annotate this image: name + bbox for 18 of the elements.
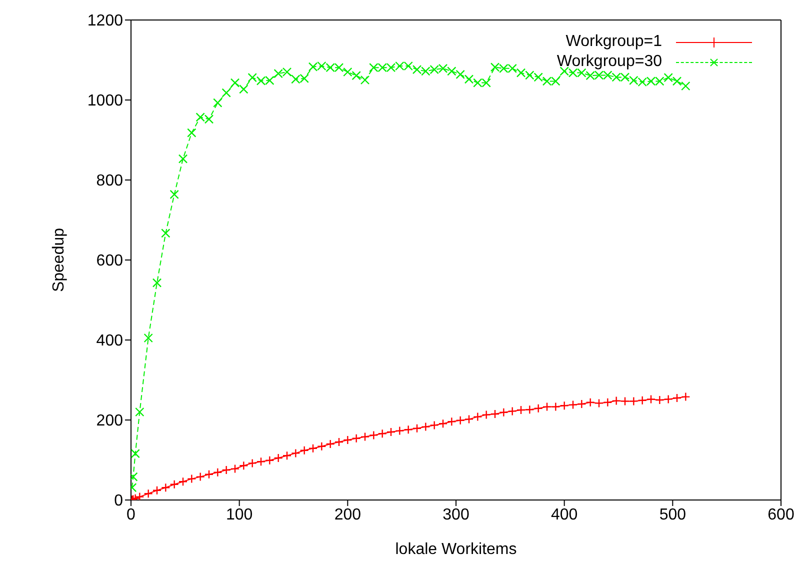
x-tick-label: 0 xyxy=(126,506,136,524)
x-tick-label: 100 xyxy=(226,506,253,524)
x-axis-title: lokale Workitems xyxy=(395,541,517,558)
y-tick-label: 200 xyxy=(96,412,124,430)
y-tick-label: 600 xyxy=(96,252,124,270)
legend-label: Workgroup=1 xyxy=(566,33,662,51)
x-tick-label: 400 xyxy=(550,506,578,524)
x-tick-label: 600 xyxy=(768,506,794,524)
x-tick-label: 500 xyxy=(659,506,686,524)
y-axis-title: Speedup xyxy=(50,228,68,292)
legend-label: Workgroup=30 xyxy=(556,53,662,71)
x-tick-label: 200 xyxy=(334,506,362,524)
y-tick-label: 0 xyxy=(114,492,124,510)
y-tick-label: 1000 xyxy=(87,92,124,110)
y-tick-label: 1200 xyxy=(87,12,124,30)
y-tick-label: 800 xyxy=(96,172,124,190)
x-tick-label: 300 xyxy=(442,506,470,524)
y-tick-label: 400 xyxy=(96,332,124,350)
